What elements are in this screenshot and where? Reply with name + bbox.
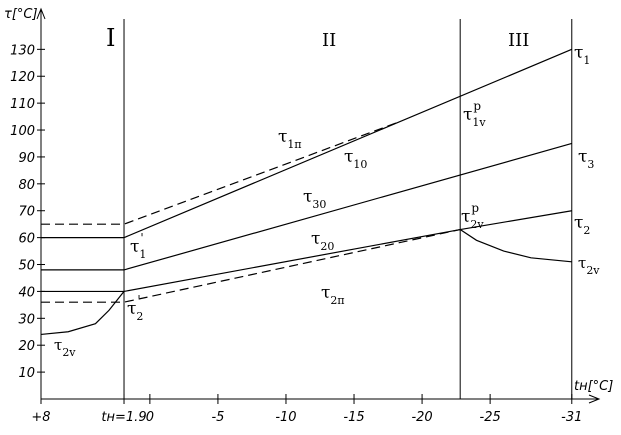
x-tick-label: 0 [146,410,154,425]
series-line [41,142,572,271]
x-tick-label: +8 [31,410,50,425]
x-tick-label: -10 [275,410,296,425]
annotation: τ3 [578,147,594,171]
annotation-sub: 1v [472,116,486,129]
x-tick-label: -25 [480,410,501,425]
y-tick-label: 20 [18,339,35,354]
annotation: τ2v [578,254,600,277]
annotation-sub: 2п [330,294,344,307]
annotation: τ2п [321,283,345,307]
y-tick-label: 70 [18,205,35,220]
series-line [41,120,401,225]
y-tick-label: 50 [18,259,35,274]
annotation: I [106,24,115,52]
annotation-sup: ' [137,293,140,307]
annotation-sup: p [473,99,481,113]
y-tick-label: 40 [18,285,35,300]
annotation-sub: 1п [287,138,301,151]
annotation: τ20 [311,229,334,253]
annotation-text: τ [321,283,330,303]
annotation-text: τ [278,127,287,147]
y-tick-label: 30 [18,312,35,327]
annotation-sub: 2v [470,218,484,231]
annotation-sub: 20 [320,240,334,253]
annotation: τ30 [303,187,326,211]
series-line [41,48,573,239]
annotation: III [508,30,529,51]
annotation-sub: 1 [583,54,590,67]
y-tick-label: 60 [18,232,35,247]
y-tick-label: 90 [18,151,35,166]
annotation-text: τ [303,187,312,207]
x-tick-label: -15 [343,410,364,425]
annotation-text: τ [54,336,62,354]
annotation-text: τ [574,213,583,233]
annotation-text: I [106,24,115,52]
series-line [41,228,461,303]
annotation-text: τ [127,299,136,319]
series-line [41,210,572,293]
x-tick-label: tн=1.9 [101,410,146,425]
annotation-sub: 10 [353,158,367,171]
annotation-sub: 1 [139,248,146,261]
annotation-sup: p [471,201,479,215]
annotation-sub: 2 [136,310,143,323]
y-tick-label: 120 [10,70,35,85]
annotation-text: τ [461,207,470,227]
y-tick-label: 10 [18,366,35,381]
series-line [40,229,572,336]
annotation-text: III [508,30,529,51]
x-tick-label: -5 [211,410,224,425]
annotation-sub: 2 [583,224,590,237]
annotation-text: τ [130,237,139,257]
annotation-sub: 30 [312,198,326,211]
x-axis-arrow [588,394,601,404]
annotation-sub: 2v [586,264,600,277]
annotation-sub: 2v [62,346,76,359]
annotation-sub: 3 [587,158,594,171]
annotation-text: τ [344,147,353,167]
annotation: τ1 [574,43,590,67]
x-tick-label: -20 [411,410,432,425]
annotation: τ10 [344,147,367,171]
annotation-text: II [322,30,336,51]
y-axis-title: τ[°C] [4,7,38,22]
annotation-sup: ' [140,231,143,245]
annotation-text: τ [463,105,472,125]
x-axis-title: tн[°C] [574,379,613,394]
annotation: τ2 [574,213,590,237]
y-axis-arrow [36,7,46,20]
y-tick-label: 80 [18,178,35,193]
annotation: II [322,30,336,51]
annotation: τ1п [278,127,302,151]
annotation-text: τ [578,147,587,167]
y-tick-label: 100 [10,124,35,139]
annotation-text: τ [578,254,586,272]
annotation: τ1 ' [130,231,146,261]
annotation: τ1v p [463,99,486,129]
annotation-text: τ [574,43,583,63]
y-tick-label: 110 [10,97,35,112]
x-tick-label: -31 [561,410,582,425]
annotation-text: τ [311,229,320,249]
annotation: τ2v [54,336,76,359]
annotation: τ2 ' [127,293,143,323]
y-tick-label: 130 [10,43,35,58]
annotation: τ2v p [461,201,484,231]
